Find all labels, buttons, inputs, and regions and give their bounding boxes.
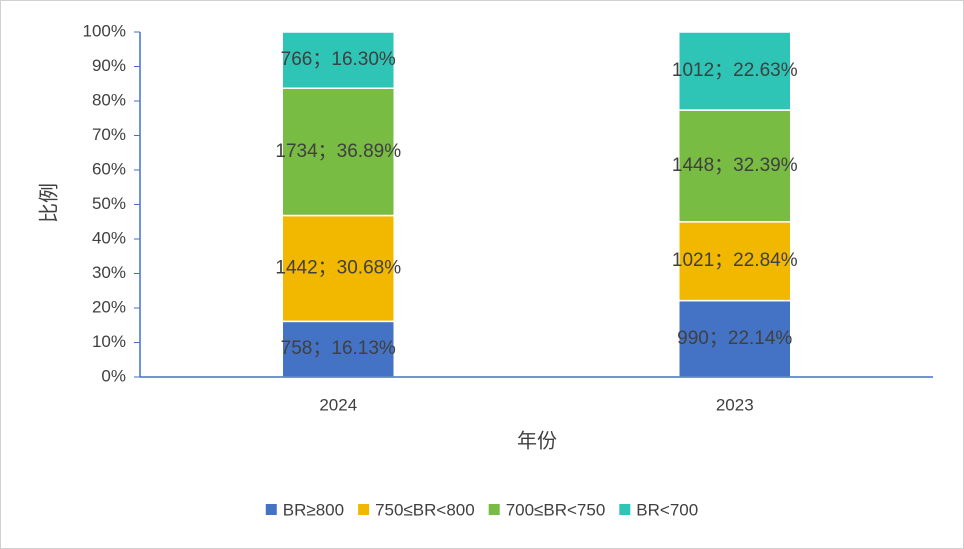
y-tick-label: 20% (92, 297, 126, 316)
y-tick-label: 10% (92, 332, 126, 351)
data-label: 1442；30.68% (275, 257, 401, 278)
legend-swatch (619, 504, 631, 515)
legend-label: 750≤BR<800 (375, 500, 475, 519)
x-axis-title: 年份 (517, 429, 557, 452)
x-tick-label: 2024 (319, 395, 357, 414)
bar-segment (678, 31, 792, 111)
data-label: 1012；22.63% (672, 60, 798, 81)
y-tick-label: 60% (92, 159, 126, 178)
data-label: 1734；36.89% (275, 141, 401, 162)
bar-segment (281, 320, 395, 378)
bar-segment (678, 109, 792, 223)
y-tick-label: 100% (83, 21, 126, 40)
data-label: 758；16.13% (281, 338, 396, 359)
bar-segment (281, 31, 395, 89)
legend-label: BR≥800 (283, 500, 344, 519)
data-label: 766；16.30% (281, 49, 396, 70)
legend-swatch (488, 504, 500, 515)
data-label: 1448；32.39% (672, 155, 798, 176)
x-tick-label: 2023 (716, 395, 754, 414)
y-tick-label: 50% (92, 194, 126, 213)
data-label: 990；22.14% (677, 328, 792, 349)
data-label: 1021；22.84% (672, 250, 798, 271)
y-tick-label: 0% (101, 366, 126, 385)
y-axis-title: 比例 (37, 183, 60, 223)
y-tick-label: 80% (92, 90, 126, 109)
y-tick-label: 30% (92, 263, 126, 282)
legend-swatch (265, 504, 277, 515)
bar-segment (678, 221, 792, 302)
y-tick-label: 70% (92, 125, 126, 144)
y-tick-label: 90% (92, 56, 126, 75)
y-tick-label: 40% (92, 228, 126, 247)
legend-label: BR<700 (636, 500, 698, 519)
legend-swatch (358, 504, 370, 515)
legend-label: 700≤BR<750 (506, 500, 606, 519)
